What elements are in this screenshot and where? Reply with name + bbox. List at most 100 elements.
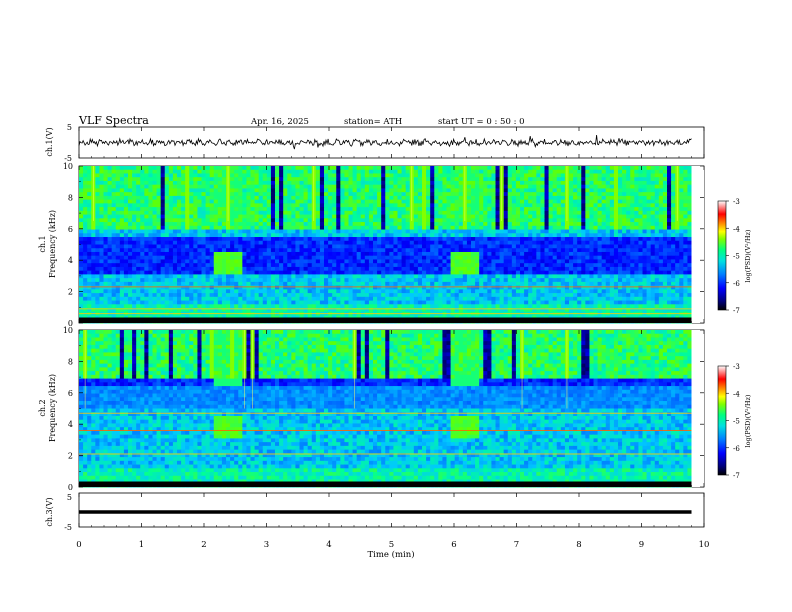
spectrogram-cell (605, 251, 611, 257)
spectrogram-cell (564, 240, 570, 245)
spectrogram-cell (528, 233, 533, 238)
spectrogram-cell (638, 225, 643, 230)
spectrogram-cell (209, 285, 215, 290)
spectrogram-cell (532, 222, 537, 227)
spectrogram-cell (466, 180, 472, 186)
spectrogram-cell (132, 281, 137, 287)
spectrogram-cell (258, 240, 264, 245)
spectrogram-cell (679, 210, 684, 215)
spectrogram-cell (556, 218, 562, 223)
spectrogram-cell (217, 281, 223, 287)
spectrogram-cell (230, 248, 235, 253)
spectrogram-cell (434, 233, 439, 238)
spectrogram-cell (230, 270, 235, 275)
spectrogram-cell (446, 222, 451, 227)
spectrogram-cell (254, 255, 260, 260)
spectrogram-cell (148, 229, 153, 234)
spectrogram-cell (217, 173, 223, 178)
spectrogram-cell (442, 285, 447, 290)
spectrogram-cell (462, 274, 468, 279)
spectrogram-cell (454, 233, 460, 238)
spectrogram-cell (573, 225, 578, 230)
spectrogram-cell (160, 173, 166, 178)
spectrogram-cell (242, 244, 247, 249)
spectrogram-cell (646, 263, 652, 268)
spectrogram-cell (573, 210, 578, 215)
spectrogram-cell (434, 177, 439, 182)
spectrogram-cell (495, 263, 500, 268)
spectrogram-cell (426, 180, 431, 186)
spectrogram-cell (344, 233, 349, 238)
spectrogram-cell (515, 203, 521, 208)
spectrogram-cell (479, 255, 484, 260)
spectrogram-cell (454, 248, 460, 253)
spectrogram-cell (589, 180, 594, 186)
spectrogram-cell (471, 248, 476, 253)
spectrogram-cell (193, 266, 198, 272)
spectrogram-cell (246, 192, 251, 197)
spectrogram-cell (630, 207, 635, 212)
spectrogram-cell (654, 184, 660, 189)
spectrogram-cell (258, 259, 264, 264)
spectrogram-cell (422, 255, 427, 260)
spectrogram-cell (687, 274, 692, 279)
spectrogram-cell (328, 173, 333, 178)
spectrogram-cell (430, 278, 435, 283)
spectrogram-cell (287, 169, 292, 174)
spectrogram-cell (217, 222, 223, 227)
spectrogram-cell (287, 222, 292, 227)
spectrogram-cell (405, 166, 411, 171)
spectrogram-cell (556, 229, 562, 234)
spectrogram-cell (99, 218, 104, 223)
spectrogram-cell (605, 278, 611, 283)
spectrogram-cell (250, 214, 255, 219)
spectrogram-cell (328, 263, 333, 268)
spectrogram-cell (605, 248, 611, 253)
spectrogram-cell (115, 248, 121, 253)
spectrogram-cell (569, 237, 574, 242)
spectrogram-cell (462, 225, 468, 230)
spectrogram-cell (115, 214, 121, 219)
spectrogram-cell (258, 188, 264, 193)
spectrogram-cell (548, 281, 554, 287)
spectrogram-cell (609, 225, 615, 230)
spectrogram-cell (515, 281, 521, 287)
spectrogram-cell (79, 188, 84, 193)
spectrogram-cell (613, 237, 619, 242)
spectrogram-cell (401, 177, 407, 182)
spectrogram-cell (152, 218, 157, 223)
spectrogram-cell (618, 233, 623, 238)
spectrogram-cell (111, 244, 117, 249)
spectrogram-cell (356, 184, 362, 189)
spectrogram-cell (193, 237, 198, 242)
spectrogram-cell (332, 173, 337, 178)
spectrogram-cell (397, 259, 402, 264)
spectrogram-cell (475, 225, 480, 230)
spectrogram-cell (348, 229, 353, 234)
spectrogram-cell (360, 173, 366, 178)
spectrogram-cell (185, 263, 190, 268)
spectrogram-cell (107, 278, 113, 283)
spectrogram-cell (679, 184, 684, 189)
spectrogram-cell (119, 180, 125, 186)
spectrogram-cell (548, 173, 554, 178)
spectrogram-cell (242, 229, 247, 234)
spectrogram-cell (434, 237, 439, 242)
spectrogram-cell (536, 225, 541, 230)
spectrogram-cell (181, 225, 186, 230)
spectrogram-cell (99, 289, 104, 294)
spectrogram-cell (213, 199, 219, 204)
spectrogram-cell (503, 214, 509, 219)
spectrogram-cell (95, 263, 100, 268)
spectrogram-cell (373, 240, 378, 245)
spectrogram-cell (422, 274, 427, 279)
spectrogram-cell (556, 184, 562, 189)
spectrogram-cell (511, 195, 517, 201)
spectrogram-cell (91, 248, 96, 253)
spectrogram-cell (348, 233, 353, 238)
spectrogram-cell (266, 255, 272, 260)
spectrogram-cell (181, 248, 186, 253)
spectrogram-cell (319, 166, 325, 171)
spectrogram-cell (185, 266, 190, 272)
